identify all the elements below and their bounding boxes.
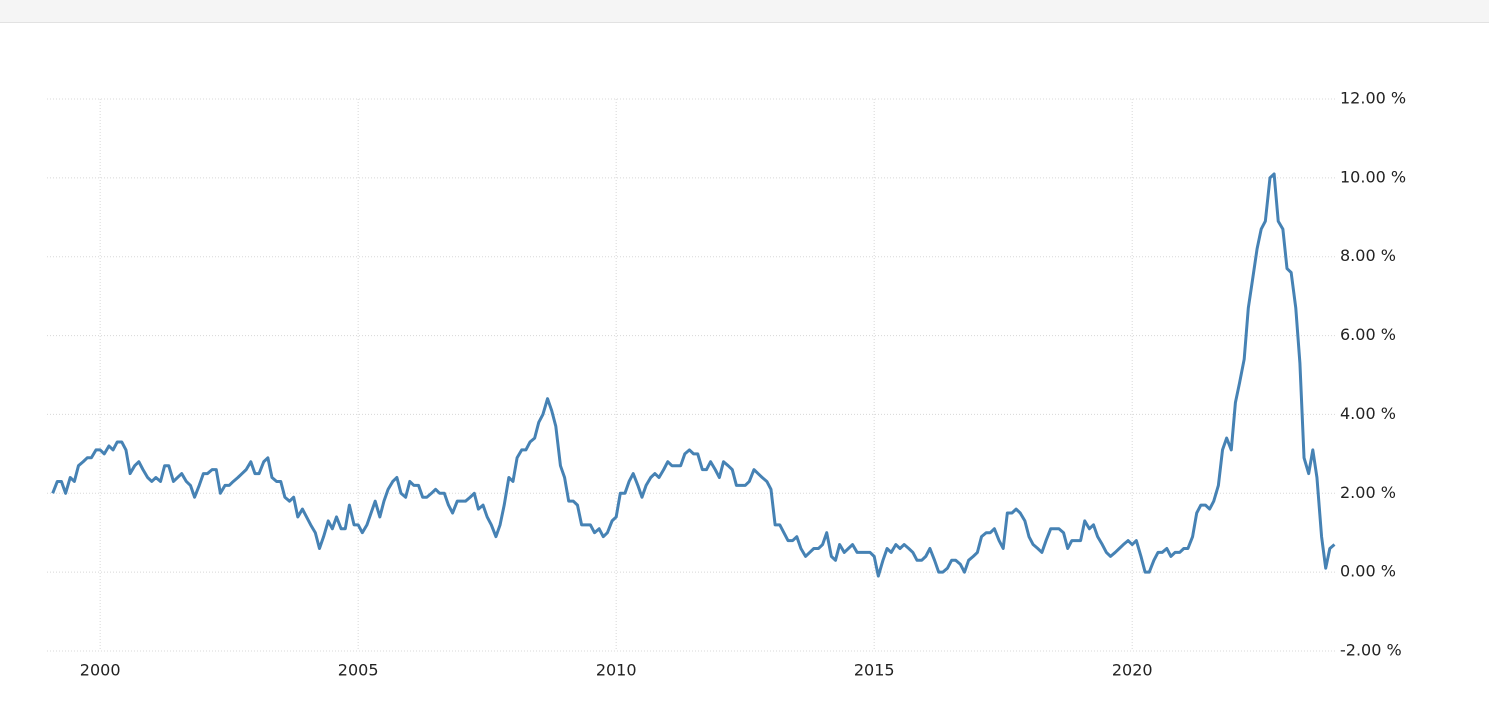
y-tick-label: -2.00 % xyxy=(1340,641,1402,660)
y-tick-label: 12.00 % xyxy=(1340,89,1406,108)
y-tick-label: 0.00 % xyxy=(1340,562,1396,581)
x-tick-label: 2015 xyxy=(854,661,895,680)
y-tick-label: 8.00 % xyxy=(1340,246,1396,265)
x-tick-label: 2020 xyxy=(1112,661,1153,680)
y-tick-label: 4.00 % xyxy=(1340,404,1396,423)
y-tick-label: 10.00 % xyxy=(1340,167,1406,186)
x-tick-label: 2005 xyxy=(338,661,379,680)
x-tick-label: 2010 xyxy=(596,661,637,680)
x-tick-label: 2000 xyxy=(80,661,121,680)
top-bar xyxy=(0,0,1489,23)
data-line xyxy=(51,172,1336,578)
y-tick-label: 6.00 % xyxy=(1340,325,1396,344)
y-tick-label: 2.00 % xyxy=(1340,483,1396,502)
